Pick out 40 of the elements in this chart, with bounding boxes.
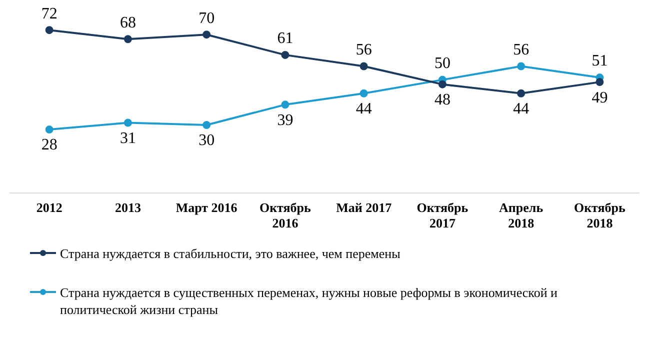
point xyxy=(360,89,368,98)
data-label: 31 xyxy=(120,130,136,147)
data-label: 48 xyxy=(434,92,450,109)
point xyxy=(124,35,132,44)
point xyxy=(517,62,526,70)
data-label: 70 xyxy=(198,10,215,27)
data-label: 49 xyxy=(592,89,608,106)
point xyxy=(281,50,290,59)
point xyxy=(45,26,54,34)
point xyxy=(202,30,211,39)
data-label: 61 xyxy=(277,30,294,48)
x-tick-label: Октябрь 2018 xyxy=(574,200,626,231)
point xyxy=(596,78,604,86)
data-label: 72 xyxy=(41,5,58,22)
data-label: 68 xyxy=(120,14,136,32)
point xyxy=(438,80,446,88)
data-label: 56 xyxy=(356,41,372,58)
data-label: 39 xyxy=(277,112,294,129)
point xyxy=(45,126,54,134)
legend-label: Страна нуждается в существенных переменах, нужны новые реформы в экономической и политической жизни страны xyxy=(60,284,559,318)
point xyxy=(517,89,526,98)
data-label: 28 xyxy=(41,136,58,154)
data-label: 44 xyxy=(513,100,530,118)
x-tick-label: Апрель 2018 xyxy=(499,200,544,231)
x-tick-label: 2012 xyxy=(36,200,62,215)
x-tick-label: Май 2017 xyxy=(336,200,392,215)
data-label: 51 xyxy=(592,52,608,70)
x-tick-label: 2013 xyxy=(114,200,142,215)
data-label: 30 xyxy=(198,132,215,150)
data-label: 50 xyxy=(434,55,450,72)
x-tick-label: Октябрь 2016 xyxy=(259,200,312,231)
point xyxy=(360,62,368,70)
legend-label: Страна нуждается в стабильности, это важнее, чем перемены xyxy=(60,245,400,262)
point xyxy=(281,100,290,109)
data-label: 56 xyxy=(513,41,530,58)
x-tick-label: Март 2016 xyxy=(176,200,238,215)
point xyxy=(124,118,132,127)
point xyxy=(202,121,211,129)
x-tick-label: Октябрь 2017 xyxy=(416,200,468,231)
data-label: 44 xyxy=(356,100,372,118)
